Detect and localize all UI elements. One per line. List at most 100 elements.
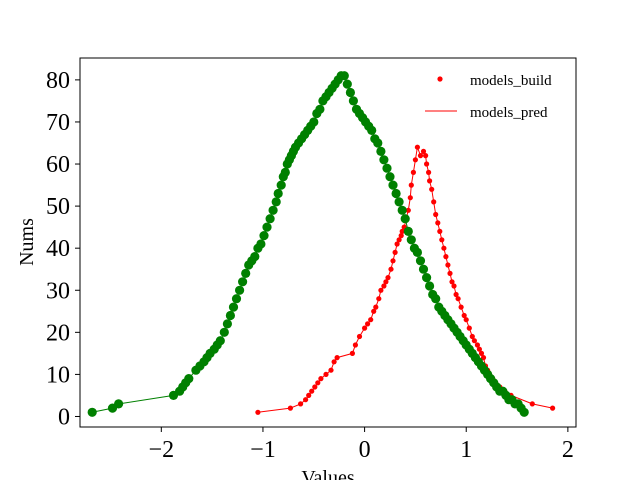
models-build-point: [461, 312, 467, 319]
series-2-point: [235, 285, 245, 295]
series-2-point: [422, 273, 432, 283]
legend-marker-models-build: [437, 76, 443, 82]
models-build-point: [298, 401, 304, 407]
x-axis: −2 −1 0 1 2: [149, 427, 574, 463]
models-build-point: [287, 405, 293, 411]
series-2-point: [225, 310, 235, 321]
series-2-point: [215, 336, 225, 346]
y-tick-label: 20: [46, 320, 70, 346]
models-build-point: [396, 237, 402, 243]
series-2-point: [259, 231, 269, 241]
models-build-point: [368, 317, 374, 323]
models-build-point: [349, 350, 355, 356]
series-2-point: [228, 302, 239, 312]
models-build-point: [414, 144, 420, 150]
models-build-point: [410, 169, 416, 175]
models-build-point: [478, 350, 485, 356]
series-2-point: [250, 252, 260, 262]
models-build-point: [381, 283, 387, 289]
plot-frame: [79, 57, 577, 428]
x-tick-label: 2: [562, 437, 574, 463]
models-build-point: [378, 287, 384, 293]
models-build-point: [328, 367, 334, 373]
models-build-point: [441, 245, 447, 251]
models-build-point: [476, 346, 482, 352]
models-build-point: [306, 392, 312, 398]
series-2-point: [309, 117, 319, 127]
series-2-point: [231, 294, 242, 304]
series-layer: [87, 71, 556, 417]
models-build-point: [376, 296, 382, 302]
y-tick-label: 80: [46, 68, 70, 94]
series-2-point: [406, 235, 416, 245]
models-build-point: [451, 283, 457, 289]
series-2-point: [342, 79, 352, 89]
series-2-point: [391, 188, 401, 199]
models-build-point: [303, 397, 309, 403]
models-build-point: [399, 228, 405, 234]
y-axis-label: Nums: [16, 218, 38, 266]
series-2-point: [376, 146, 386, 156]
models-build-point: [318, 376, 324, 382]
series-2-point: [268, 205, 278, 215]
series-2-point: [397, 205, 407, 215]
models-build-point: [420, 148, 427, 154]
models-build-point: [471, 338, 477, 344]
series-2-point: [345, 87, 355, 98]
models-build-point: [474, 342, 480, 348]
series-2-point: [315, 104, 325, 114]
x-tick-label: 1: [460, 437, 472, 463]
models-build-point: [312, 384, 318, 390]
series-2-point: [280, 167, 290, 177]
x-axis-label: Values: [301, 467, 355, 480]
models-build-point: [463, 317, 469, 323]
series-2-point: [394, 197, 404, 207]
models-build-point: [315, 380, 321, 386]
series-2-point: [222, 319, 232, 329]
models-build-point: [255, 409, 261, 415]
models-build-point: [439, 237, 445, 243]
models-build-point: [371, 308, 377, 314]
series-2-point: [87, 407, 97, 417]
models-build-point: [455, 296, 461, 302]
series-2-point: [431, 294, 441, 304]
models-build-point: [362, 325, 368, 331]
models-build-point: [408, 182, 414, 188]
models-build-point: [453, 291, 459, 298]
series-2-point: [184, 374, 194, 384]
models-build-point: [394, 241, 400, 247]
series-2-point: [276, 180, 286, 190]
models-build-point: [356, 333, 363, 340]
models-build-point: [405, 207, 411, 213]
models-build-point: [365, 321, 371, 327]
models-build-point: [388, 266, 394, 272]
series-2-point: [262, 222, 272, 232]
y-axis: 0 10 20 30 40 50 60 70 80: [46, 68, 80, 430]
series-2-point: [412, 247, 422, 257]
models-build-point: [437, 228, 443, 234]
models-build-point: [429, 186, 435, 192]
series-2-point: [388, 180, 398, 190]
series-2-point: [238, 277, 248, 287]
series-2-point: [367, 125, 377, 135]
y-tick-label: 10: [46, 362, 70, 388]
models-build-point: [445, 262, 451, 268]
series-2-point: [373, 138, 383, 148]
models-build-point: [383, 279, 389, 285]
models-build-point: [331, 359, 337, 365]
legend-label-models-pred: models_pred: [470, 105, 548, 121]
series-2-point: [271, 197, 281, 207]
models-build-point: [447, 270, 453, 276]
models-build-point: [352, 342, 358, 348]
models-build-point: [426, 169, 432, 175]
legend-label-models-build: models_build: [470, 73, 552, 89]
models-build-point: [309, 388, 315, 394]
y-tick-label: 50: [46, 194, 70, 220]
models-build-point: [443, 254, 449, 260]
models-build-point: [435, 220, 441, 226]
legend: models_build models_pred: [425, 73, 552, 121]
y-tick-label: 60: [46, 152, 70, 178]
models-build-point: [431, 199, 437, 205]
y-tick-label: 0: [58, 404, 70, 430]
